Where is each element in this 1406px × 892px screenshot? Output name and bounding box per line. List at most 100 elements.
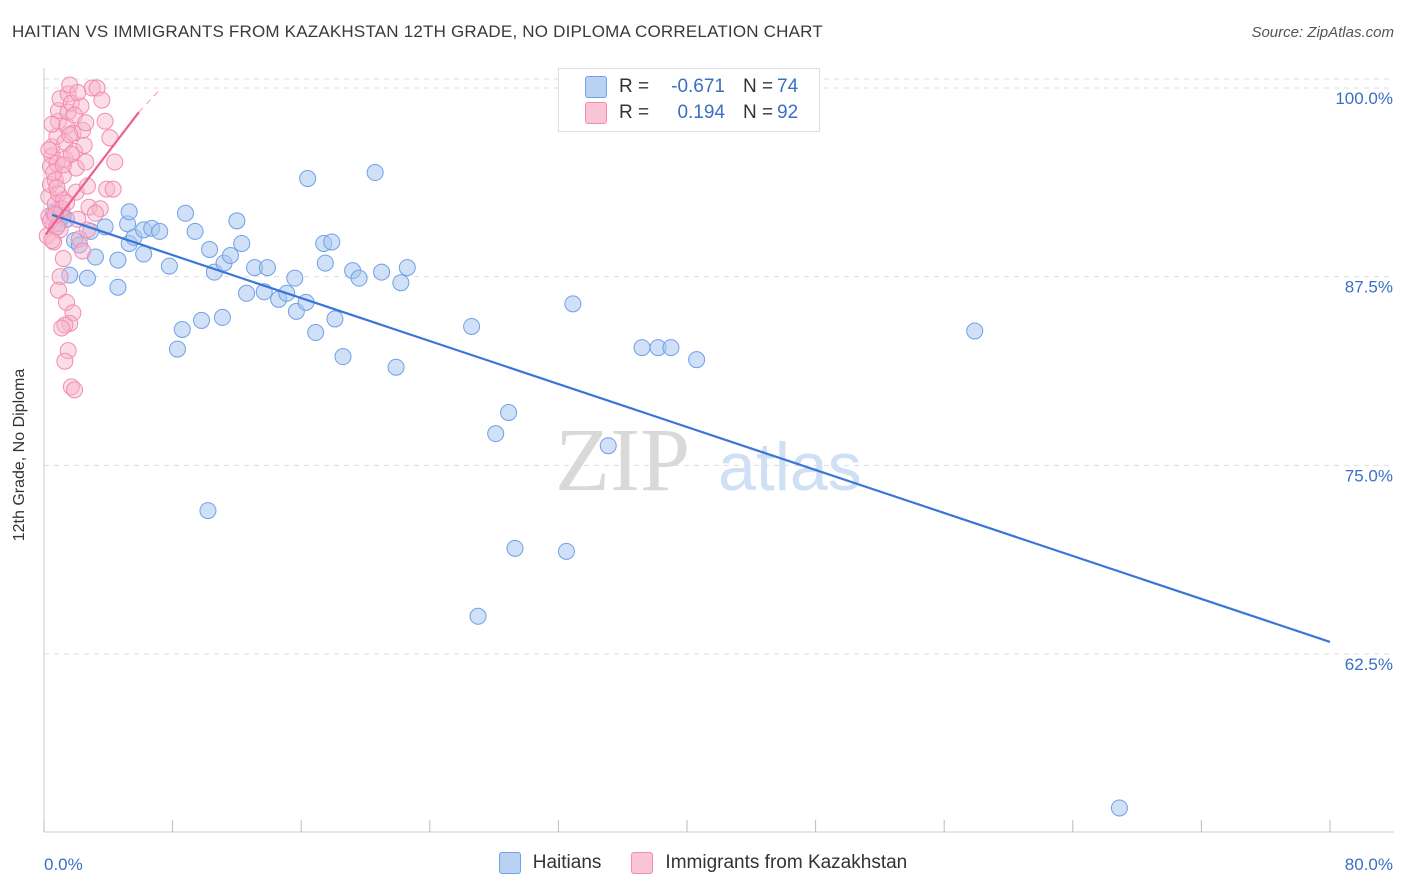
trend-kazakhstan-extension bbox=[138, 87, 162, 113]
point-haitians bbox=[366, 164, 384, 182]
point-haitians bbox=[398, 259, 416, 277]
point-haitians bbox=[633, 339, 651, 357]
point-kazakhstan bbox=[58, 194, 76, 212]
point-haitians bbox=[221, 247, 239, 265]
point-haitians bbox=[500, 404, 518, 422]
point-haitians bbox=[392, 274, 410, 292]
point-haitians bbox=[506, 539, 524, 557]
point-kazakhstan bbox=[96, 112, 114, 130]
point-kazakhstan bbox=[43, 138, 61, 156]
chart-title: HAITIAN VS IMMIGRANTS FROM KAZAKHSTAN 12… bbox=[12, 22, 823, 41]
point-kazakhstan bbox=[91, 200, 109, 218]
point-kazakhstan bbox=[51, 90, 69, 108]
legend-r-label: R = bbox=[619, 102, 650, 123]
bottom-legend-haitians[interactable]: Haitians bbox=[498, 852, 602, 874]
point-haitians bbox=[233, 234, 251, 252]
legend-row-kazakhstan: R = 0.194 N = 92 bbox=[585, 100, 798, 126]
y-tick-label: 75.0% bbox=[1345, 466, 1393, 485]
chart-source: Source: ZipAtlas.com bbox=[1251, 24, 1394, 41]
point-haitians bbox=[199, 502, 217, 520]
x-tick-label-max: 80.0% bbox=[1345, 855, 1393, 874]
point-haitians bbox=[299, 170, 317, 188]
point-haitians bbox=[599, 437, 617, 455]
legend-n-label: N = bbox=[743, 76, 774, 97]
y-tick-label: 100.0% bbox=[1335, 89, 1393, 108]
point-kazakhstan bbox=[56, 316, 74, 334]
point-kazakhstan bbox=[64, 304, 82, 322]
point-kazakhstan bbox=[54, 250, 72, 268]
bottom-legend: Haitians Immigrants from Kazakhstan bbox=[0, 852, 1406, 874]
point-haitians bbox=[469, 607, 487, 625]
legend-r-value: -0.671 bbox=[671, 76, 725, 97]
point-haitians bbox=[193, 311, 211, 329]
point-kazakhstan bbox=[66, 142, 84, 160]
bottom-legend-kazakhstan[interactable]: Immigrants from Kazakhstan bbox=[631, 852, 907, 874]
point-haitians bbox=[557, 542, 575, 560]
point-haitians bbox=[109, 251, 127, 269]
legend: R = -0.671 N = 74 R = 0.194 N = 92 bbox=[558, 68, 820, 132]
y-tick-label: 62.5% bbox=[1345, 655, 1393, 674]
point-kazakhstan bbox=[58, 293, 76, 311]
point-haitians bbox=[334, 348, 352, 366]
point-kazakhstan bbox=[67, 159, 85, 177]
point-haitians bbox=[373, 263, 391, 281]
point-kazakhstan bbox=[56, 352, 74, 370]
trend-haitians bbox=[51, 213, 1331, 643]
point-kazakhstan bbox=[40, 141, 58, 159]
point-haitians bbox=[201, 240, 219, 258]
point-haitians bbox=[160, 257, 178, 275]
point-haitians bbox=[564, 295, 582, 313]
axes bbox=[43, 68, 1394, 833]
point-kazakhstan bbox=[75, 136, 93, 154]
legend-row-haitians: R = -0.671 N = 74 bbox=[585, 74, 798, 100]
point-haitians bbox=[186, 222, 204, 240]
point-haitians bbox=[966, 322, 984, 340]
point-haitians bbox=[688, 351, 706, 369]
legend-n-label: N = bbox=[743, 102, 774, 123]
trend-lines bbox=[44, 87, 1331, 643]
point-kazakhstan bbox=[59, 342, 77, 360]
point-haitians bbox=[307, 324, 325, 342]
point-haitians bbox=[176, 204, 194, 222]
series-kazakhstan bbox=[38, 76, 124, 399]
watermark-atlas: atlas bbox=[718, 429, 862, 505]
point-haitians bbox=[258, 259, 276, 277]
tick-labels: 100.0% 87.5% 75.0% 62.5% 0.0% 80.0% bbox=[44, 89, 1393, 874]
point-kazakhstan bbox=[98, 180, 116, 198]
point-haitians bbox=[1110, 799, 1128, 817]
trend-kazakhstan bbox=[44, 111, 140, 236]
point-kazakhstan bbox=[48, 179, 66, 197]
point-kazakhstan bbox=[43, 115, 61, 133]
point-kazakhstan bbox=[66, 381, 84, 399]
point-kazakhstan bbox=[61, 126, 79, 144]
x-tick-label-min: 0.0% bbox=[44, 855, 83, 874]
legend-n-value: 74 bbox=[777, 76, 799, 97]
point-kazakhstan bbox=[51, 268, 69, 286]
point-haitians bbox=[120, 203, 138, 221]
point-kazakhstan bbox=[74, 242, 92, 260]
point-kazakhstan bbox=[69, 210, 87, 228]
y-tick-label: 87.5% bbox=[1345, 278, 1393, 297]
point-kazakhstan bbox=[106, 153, 124, 171]
point-kazakhstan bbox=[43, 231, 61, 249]
legend-swatch-kazakhstan bbox=[585, 102, 607, 124]
watermark: ZIP atlas bbox=[555, 411, 862, 510]
point-kazakhstan bbox=[49, 281, 67, 299]
bottom-legend-swatch-haitians bbox=[498, 852, 521, 874]
point-haitians bbox=[173, 320, 191, 338]
bottom-legend-label-haitians: Haitians bbox=[532, 852, 602, 873]
point-kazakhstan bbox=[77, 153, 95, 171]
point-haitians bbox=[350, 269, 368, 287]
legend-swatch-haitians bbox=[585, 76, 607, 98]
point-haitians bbox=[168, 340, 186, 358]
legend-r-value: 0.194 bbox=[677, 102, 725, 123]
point-kazakhstan bbox=[62, 378, 80, 396]
point-haitians bbox=[316, 254, 334, 272]
point-haitians bbox=[323, 233, 341, 251]
bottom-legend-swatch-kazakhstan bbox=[631, 852, 654, 874]
watermark-zip: ZIP bbox=[555, 411, 690, 510]
point-kazakhstan bbox=[69, 84, 87, 102]
point-haitians bbox=[213, 308, 231, 326]
point-haitians bbox=[387, 358, 405, 376]
